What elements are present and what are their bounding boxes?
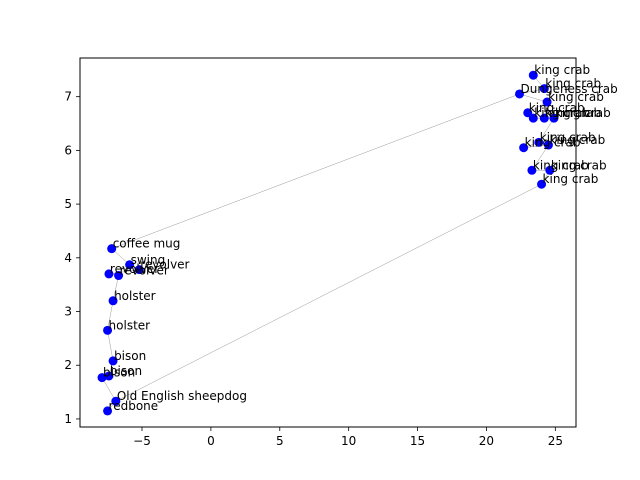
x-tick-label: 5 [276,434,284,448]
y-tick-label: 6 [64,143,72,157]
point-label: king crab [555,106,611,120]
point-label: revolver [120,264,169,278]
y-tick-label: 7 [64,90,72,104]
point-label: coffee mug [113,237,181,251]
y-tick-label: 2 [64,358,72,372]
point-label: king crab [543,172,599,186]
point-label: redbone [109,399,159,413]
x-tick-label: 0 [207,434,215,448]
y-tick-label: 3 [64,305,72,319]
y-tick-label: 4 [64,251,72,265]
point-label: bison [114,349,146,363]
x-tick-label: −5 [133,434,151,448]
point-label: king crab [551,158,607,172]
y-tick-label: 1 [64,412,72,426]
point-label: king crab [534,63,590,77]
point-label: holster [109,318,151,332]
y-tick-label: 5 [64,197,72,211]
x-tick-label: 20 [479,434,494,448]
x-tick-label: 10 [341,434,356,448]
point-label: holster [114,289,156,303]
x-tick-label: 15 [410,434,425,448]
x-tick-label: 25 [548,434,563,448]
point-label: bison [103,366,135,380]
point-label: king crab [549,133,605,147]
